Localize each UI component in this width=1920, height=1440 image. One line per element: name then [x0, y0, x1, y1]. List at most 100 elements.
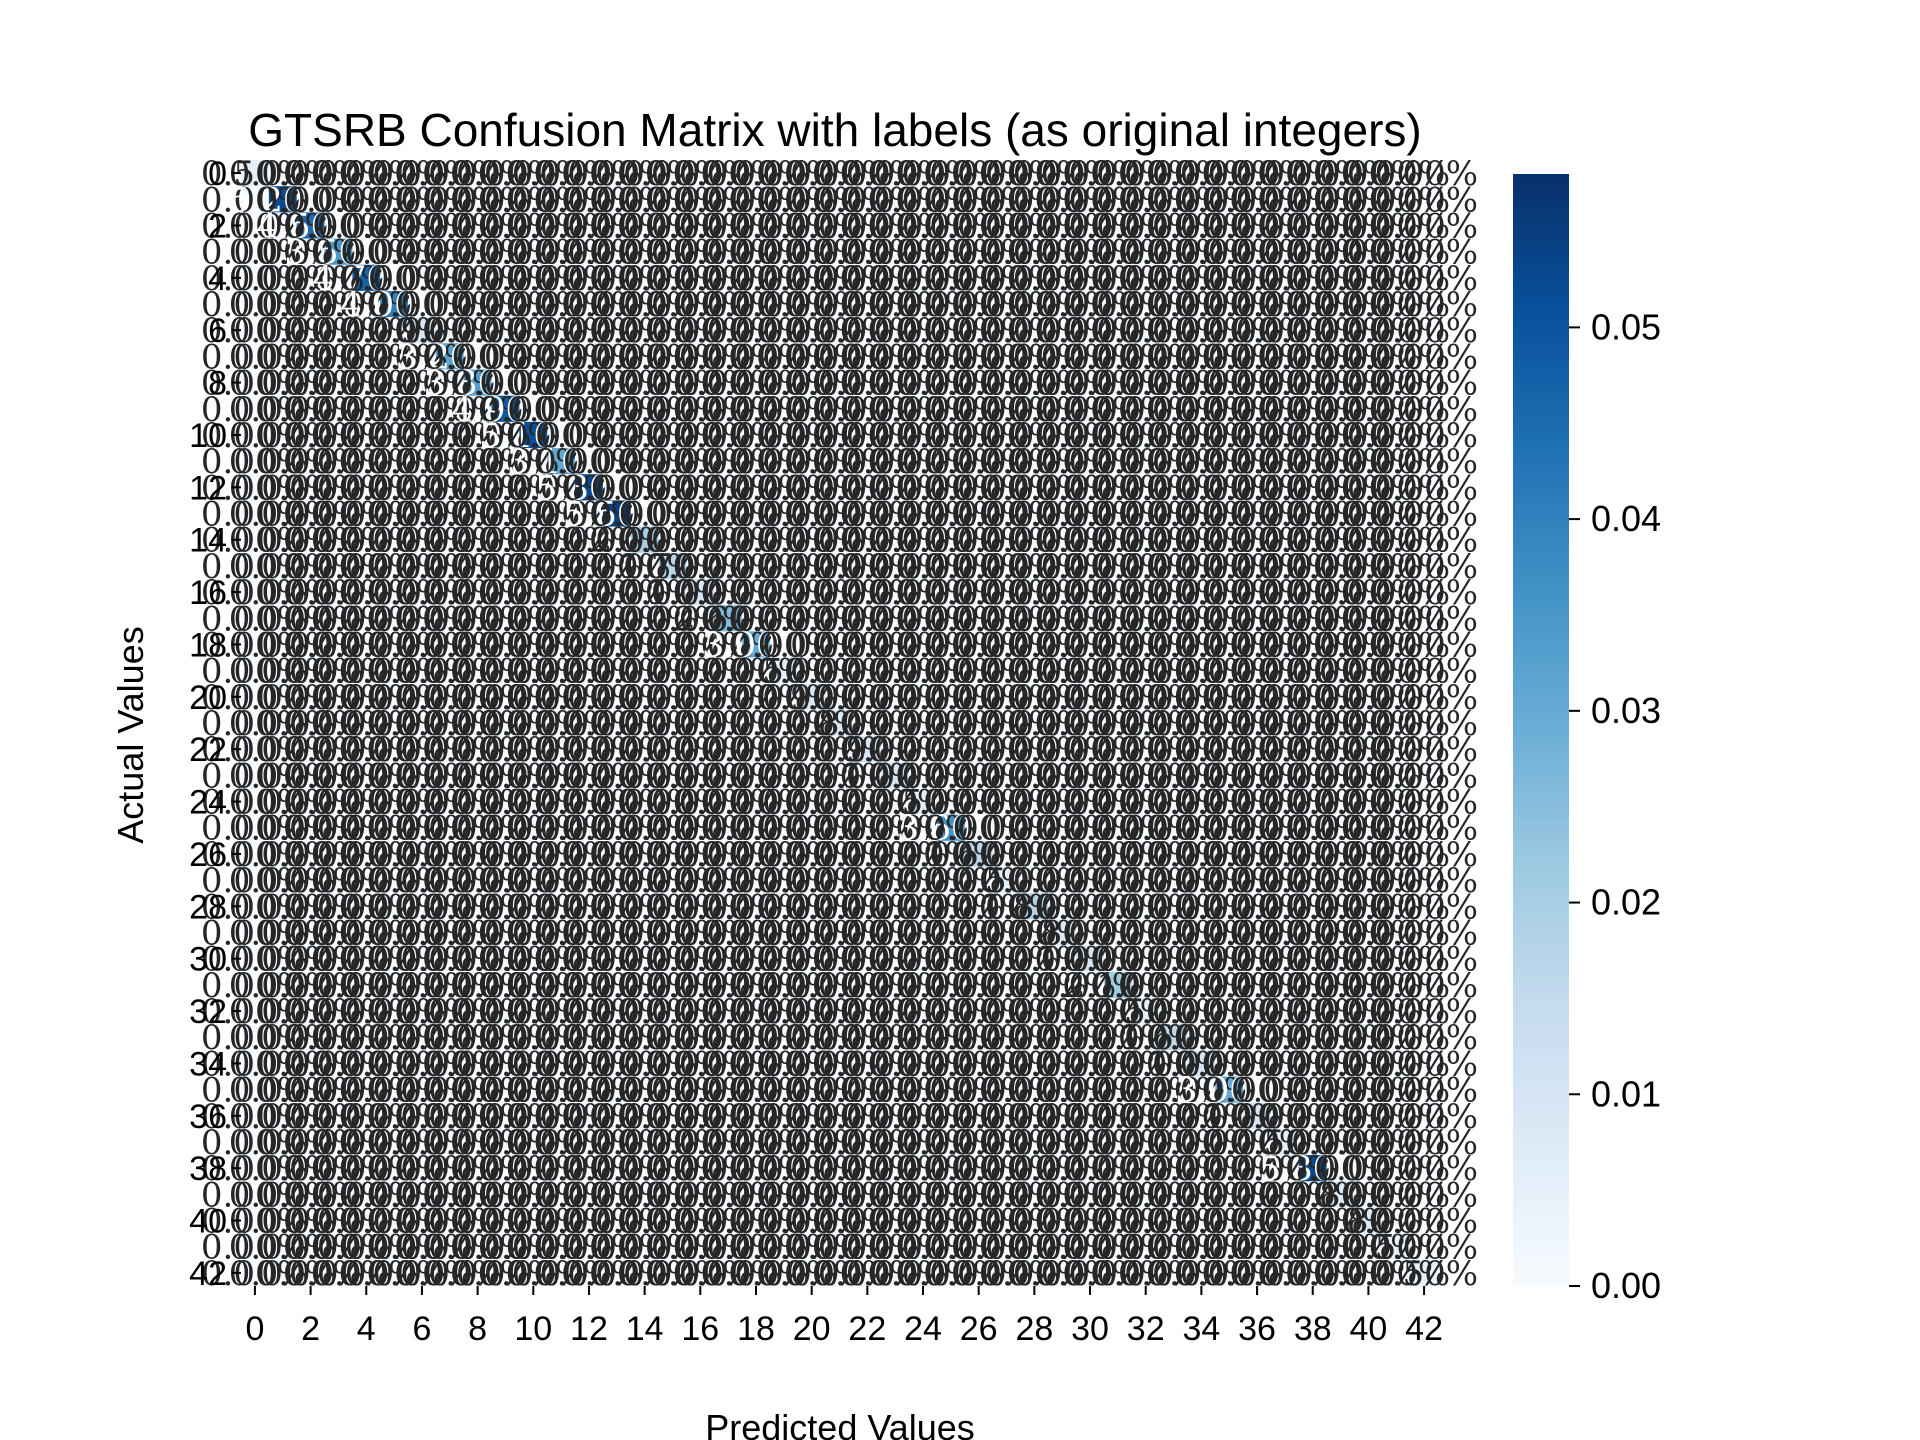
heatmap-cell	[1076, 160, 1105, 187]
heatmap-cell	[1131, 264, 1161, 292]
heatmap-cell	[686, 264, 715, 292]
heatmap-cell	[296, 238, 326, 266]
heatmap-cell	[575, 212, 604, 240]
y-tick-label: 10	[189, 417, 227, 455]
heatmap-cell	[1410, 264, 1439, 292]
heatmap-cell	[1270, 212, 1300, 240]
heatmap-cell	[909, 317, 938, 344]
y-axis-label: Actual Values	[110, 626, 151, 843]
heatmap-cell	[686, 290, 715, 318]
heatmap-cell	[296, 317, 326, 344]
heatmap-cell	[714, 186, 743, 213]
heatmap-cell	[324, 212, 353, 240]
heatmap-cell	[881, 238, 910, 266]
heatmap-cell	[797, 290, 827, 318]
heatmap-cell	[575, 317, 604, 344]
heatmap-cell	[1326, 238, 1356, 266]
heatmap-cell	[1187, 290, 1216, 318]
heatmap-cell	[1020, 264, 1049, 292]
heatmap-cell	[1215, 186, 1244, 213]
heatmap-cell	[881, 186, 910, 213]
heatmap-cell	[1159, 317, 1189, 344]
heatmap-cell	[241, 290, 270, 318]
heatmap-cell	[1382, 186, 1411, 213]
colorbar-tick-label: 0.00	[1591, 1265, 1661, 1306]
heatmap-cell	[1020, 238, 1049, 266]
heatmap-cell	[324, 264, 353, 292]
heatmap-cell	[1103, 264, 1133, 292]
heatmap-cell	[519, 290, 548, 318]
x-tick-label: 4	[357, 1310, 376, 1348]
heatmap-cell	[1410, 186, 1439, 213]
heatmap-cell	[853, 160, 882, 187]
heatmap-cell	[1243, 264, 1272, 292]
x-tick-label: 2	[301, 1310, 320, 1348]
heatmap-cell	[936, 264, 966, 292]
heatmap-cell	[686, 186, 715, 213]
x-tick-label: 34	[1182, 1310, 1220, 1348]
x-tick-label: 12	[570, 1310, 608, 1348]
heatmap-cell	[519, 186, 548, 213]
heatmap-cell	[1382, 160, 1411, 187]
heatmap-cell	[797, 264, 827, 292]
heatmap-cell	[1159, 238, 1189, 266]
x-tick-label: 30	[1071, 1310, 1109, 1348]
heatmap-cell	[1298, 238, 1328, 266]
heatmap-cell	[1243, 186, 1272, 213]
colorbar	[1513, 174, 1569, 1286]
heatmap-cell	[769, 238, 799, 266]
heatmap-cell	[1270, 264, 1300, 292]
heatmap-cell	[602, 160, 632, 187]
heatmap-cell	[1131, 238, 1161, 266]
x-tick-label: 24	[904, 1310, 942, 1348]
y-tick-label: 28	[189, 888, 227, 926]
heatmap-cell	[491, 290, 520, 318]
x-tick-label: 32	[1127, 1310, 1165, 1348]
heatmap-cell	[686, 160, 715, 187]
y-tick-label: 30	[189, 941, 227, 979]
x-axis-label: Predicted Values	[705, 1407, 975, 1440]
heatmap-cell	[797, 238, 827, 266]
heatmap-cell	[463, 238, 493, 266]
heatmap-cell	[769, 264, 799, 292]
x-axis-ticks: 0 2 4 6 8 10 12 14 16 18 20 22 24 26 28 30 32 34 36 38 40 42	[245, 1286, 1443, 1348]
x-tick-label: 42	[1405, 1310, 1443, 1348]
colorbar-ticks: 0.00 0.01 0.02 0.03 0.04 0.05	[1569, 306, 1661, 1306]
heatmap-cell	[547, 317, 576, 344]
heatmap-cell	[658, 238, 687, 266]
y-tick-label: 40	[189, 1203, 227, 1241]
heatmap-cell	[658, 317, 687, 344]
heatmap-cell	[352, 238, 381, 266]
heatmap-cell	[1382, 290, 1411, 318]
heatmap-cell	[1354, 317, 1383, 344]
heatmap-cell	[1410, 290, 1439, 318]
x-tick-label: 22	[848, 1310, 886, 1348]
heatmap-cell	[408, 160, 437, 187]
heatmap-cell	[853, 186, 882, 213]
heatmap-cell	[1270, 317, 1300, 344]
heatmap-cell	[936, 290, 966, 318]
x-tick-label: 40	[1349, 1310, 1387, 1348]
heatmap-cell	[547, 290, 576, 318]
heatmap-cell	[491, 160, 520, 187]
heatmap-cell	[463, 264, 493, 292]
y-tick-label: 16	[189, 574, 227, 612]
heatmap-cell	[408, 290, 437, 318]
y-tick-label: 6	[208, 312, 227, 350]
heatmap-cell	[853, 264, 882, 292]
x-tick-label: 14	[626, 1310, 664, 1348]
heatmap-cell	[491, 238, 520, 266]
heatmap-cell	[1020, 212, 1049, 240]
heatmap-cell	[380, 264, 409, 292]
y-tick-label: 26	[189, 836, 227, 874]
heatmap-cell	[853, 290, 882, 318]
heatmap-cell	[268, 343, 298, 371]
heatmap-cell	[1270, 290, 1300, 318]
heatmap-cell	[435, 238, 465, 266]
heatmap-cell	[769, 290, 799, 318]
heatmap-cell	[630, 160, 660, 187]
x-tick-label: 20	[793, 1310, 831, 1348]
heatmap-cell	[491, 212, 520, 240]
heatmap-cell	[1215, 238, 1244, 266]
heatmap-cell	[881, 317, 910, 344]
